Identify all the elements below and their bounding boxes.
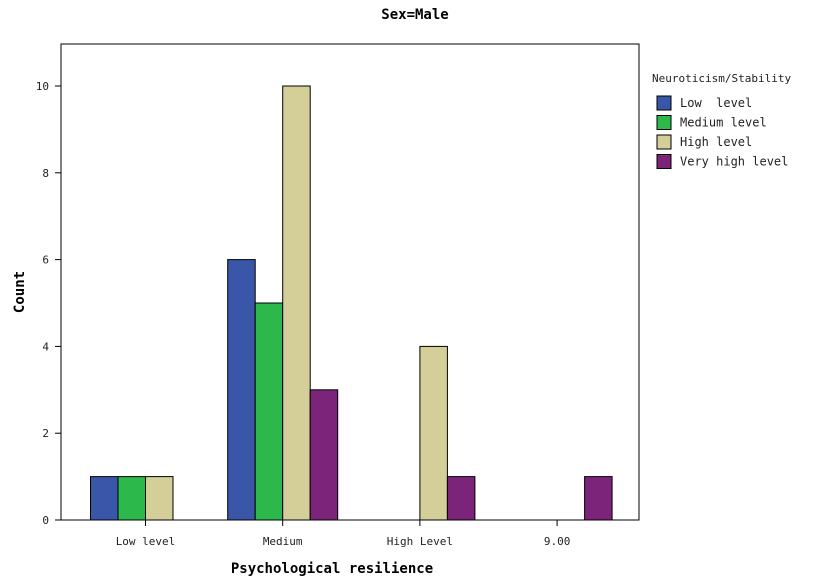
x-axis: Low level Medium High Level 9.00 [116,520,571,548]
x-tick-label: Medium [263,535,303,548]
legend-swatch [656,134,672,150]
bars [90,85,613,521]
bar [419,345,448,521]
legend-swatch [656,154,672,169]
legend-swatch [656,95,672,111]
y-axis-title: Count [12,271,28,313]
y-tick-label: 4 [42,340,49,353]
bar [309,389,339,521]
bar [254,302,284,521]
legend-label: Medium level [680,116,767,130]
bar [227,259,256,521]
legend-title: Neuroticism/Stability [652,72,791,85]
y-tick-label: 6 [42,254,49,267]
bar [282,85,311,521]
bar [117,476,146,521]
y-tick-label: 0 [42,514,49,527]
bar [446,476,476,521]
x-tick-label: 9.00 [544,535,571,548]
bar [584,476,613,521]
x-axis-title: Psychological resilience [231,561,433,577]
legend-swatch [656,115,672,130]
x-tick-label: High Level [387,535,453,548]
bar [90,476,119,521]
x-tick-label: Low level [116,535,176,548]
chart-title: Sex=Male [381,7,448,23]
legend-label: High level [680,135,752,149]
y-tick-label: 10 [36,80,49,93]
plot-area-frame [60,43,640,521]
legend-label: Low level [680,96,752,110]
y-tick-label: 2 [42,427,49,440]
legend-label: Very high level [680,155,788,169]
y-axis: 0 2 4 6 8 10 [36,80,61,527]
bar [145,476,174,521]
y-tick-label: 8 [42,167,49,180]
legend: Neuroticism/Stability Low level Medium le… [652,72,791,169]
